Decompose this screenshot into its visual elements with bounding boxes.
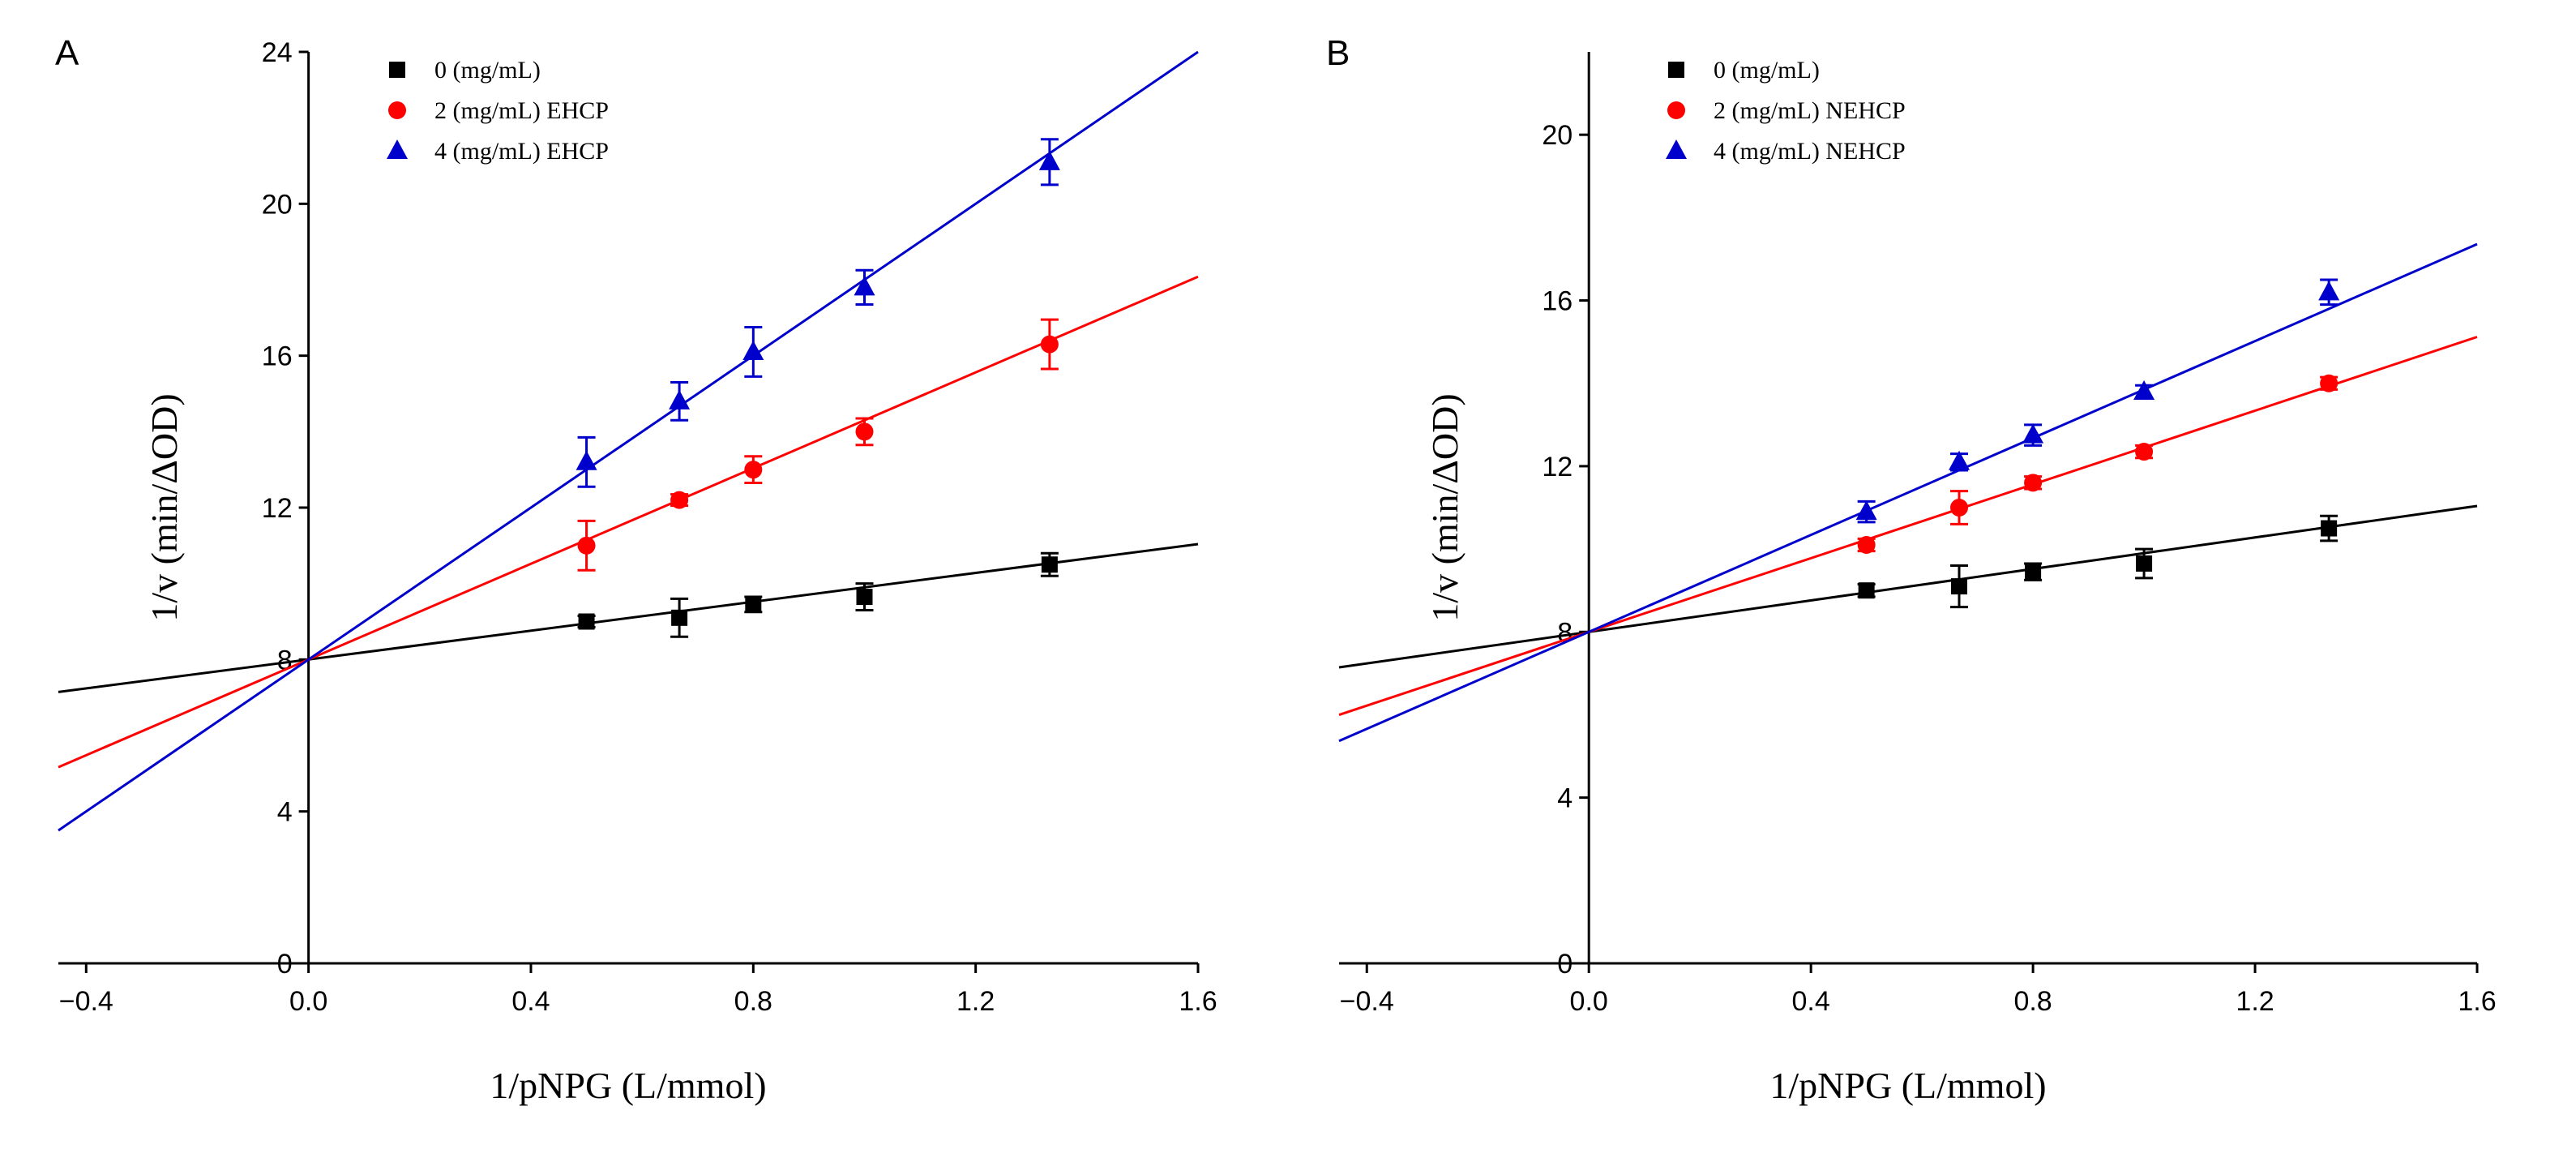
fit-line-2 <box>1338 242 2478 743</box>
x-tick-label: −0.4 <box>1340 986 1394 1017</box>
data-point-series-2 <box>2133 379 2155 400</box>
data-point-series-0 <box>2321 520 2338 537</box>
data-point-series-2 <box>854 276 875 296</box>
legend: 0 (mg/mL) 2 (mg/mL) EHCP 4 (mg/mL) EHCP <box>387 57 609 165</box>
legend-marker-1 <box>388 101 406 119</box>
x-tick-label: 1.6 <box>1179 986 1217 1017</box>
data-point-series-1 <box>1950 499 1969 517</box>
data-point-series-0 <box>856 589 873 606</box>
y-tick-label: 20 <box>262 189 293 220</box>
x-tick-label: 1.2 <box>956 986 995 1017</box>
data-point-series-1 <box>1040 335 1059 354</box>
data-point-series-2 <box>1949 450 1971 470</box>
legend-marker-1 <box>1667 101 1685 119</box>
y-tick-label: 4 <box>1557 783 1573 814</box>
data-point-series-0 <box>1858 582 1875 599</box>
data-point-series-2 <box>742 340 764 360</box>
fit-line-1 <box>58 275 1199 769</box>
y-tick-label: 20 <box>1542 120 1573 151</box>
y-axis-title: 1/v (min/ΔOD) <box>143 393 185 621</box>
data-point-series-2 <box>1855 500 1877 521</box>
x-tick-label: 0.8 <box>2013 986 2052 1017</box>
x-tick-label: −0.4 <box>59 986 113 1017</box>
x-tick-label: 0.4 <box>1792 986 1830 1017</box>
data-point-series-2 <box>1038 150 1060 170</box>
data-point-series-1 <box>744 461 763 479</box>
data-point-series-0 <box>1951 578 1968 595</box>
data-point-series-0 <box>2025 564 2042 581</box>
data-point-series-0 <box>1041 556 1058 573</box>
y-tick-label: 12 <box>1542 452 1573 482</box>
x-tick-label: 0.0 <box>289 986 327 1017</box>
legend-label-0: 0 (mg/mL) <box>1714 57 1820 84</box>
data-point-series-1 <box>2135 443 2154 461</box>
data-point-series-1 <box>855 422 874 441</box>
data-point-series-1 <box>577 536 596 555</box>
y-tick-label: 4 <box>277 797 293 828</box>
y-tick-label: 24 <box>262 37 293 68</box>
legend-marker-2 <box>387 139 408 159</box>
legend-label-0: 0 (mg/mL) <box>434 57 541 84</box>
y-tick-label: 16 <box>1542 286 1573 317</box>
data-point-series-2 <box>576 450 597 470</box>
y-tick-label: 0 <box>277 949 293 980</box>
data-point-series-1 <box>2024 474 2043 492</box>
legend-marker-0 <box>389 62 405 78</box>
data-point-series-2 <box>2318 281 2340 301</box>
x-axis-title: 1/pNPG (L/mmol) <box>490 1065 766 1106</box>
legend-marker-2 <box>1666 139 1687 159</box>
panel-label: A <box>55 33 79 73</box>
legend-label-2: 4 (mg/mL) NEHCP <box>1714 138 1906 165</box>
legend: 0 (mg/mL) 2 (mg/mL) NEHCP 4 (mg/mL) NEHCP <box>1666 57 1906 165</box>
data-point-series-0 <box>745 596 762 613</box>
fit-line-2 <box>58 50 1199 832</box>
legend-label-2: 4 (mg/mL) EHCP <box>434 138 609 165</box>
data-point-series-0 <box>578 613 595 630</box>
y-tick-label: 12 <box>262 493 293 524</box>
y-tick-label: 16 <box>262 341 293 372</box>
legend-label-1: 2 (mg/mL) EHCP <box>434 97 609 124</box>
x-tick-label: 0.0 <box>1570 986 1608 1017</box>
x-tick-label: 0.4 <box>511 986 550 1017</box>
data-point-series-1 <box>670 491 689 509</box>
data-point-series-1 <box>2320 374 2339 392</box>
data-point-series-2 <box>669 389 691 409</box>
fit-line-1 <box>1338 336 2478 717</box>
data-point-series-1 <box>1857 535 1876 554</box>
x-tick-label: 1.2 <box>2236 986 2274 1017</box>
data-point-series-2 <box>2022 423 2044 444</box>
y-axis-title: 1/v (min/ΔOD) <box>1424 393 1466 621</box>
panel-label: B <box>1326 33 1350 73</box>
data-point-series-0 <box>671 609 688 626</box>
fit-line-0 <box>1338 504 2478 669</box>
fit-line-0 <box>58 542 1199 693</box>
legend-label-1: 2 (mg/mL) NEHCP <box>1714 97 1906 124</box>
legend-marker-0 <box>1668 62 1684 78</box>
y-tick-label: 0 <box>1557 949 1573 980</box>
x-axis-title: 1/pNPG (L/mmol) <box>1769 1065 2046 1106</box>
x-tick-label: 0.8 <box>734 986 772 1017</box>
x-tick-label: 1.6 <box>2458 986 2496 1017</box>
data-point-series-0 <box>2136 555 2153 572</box>
